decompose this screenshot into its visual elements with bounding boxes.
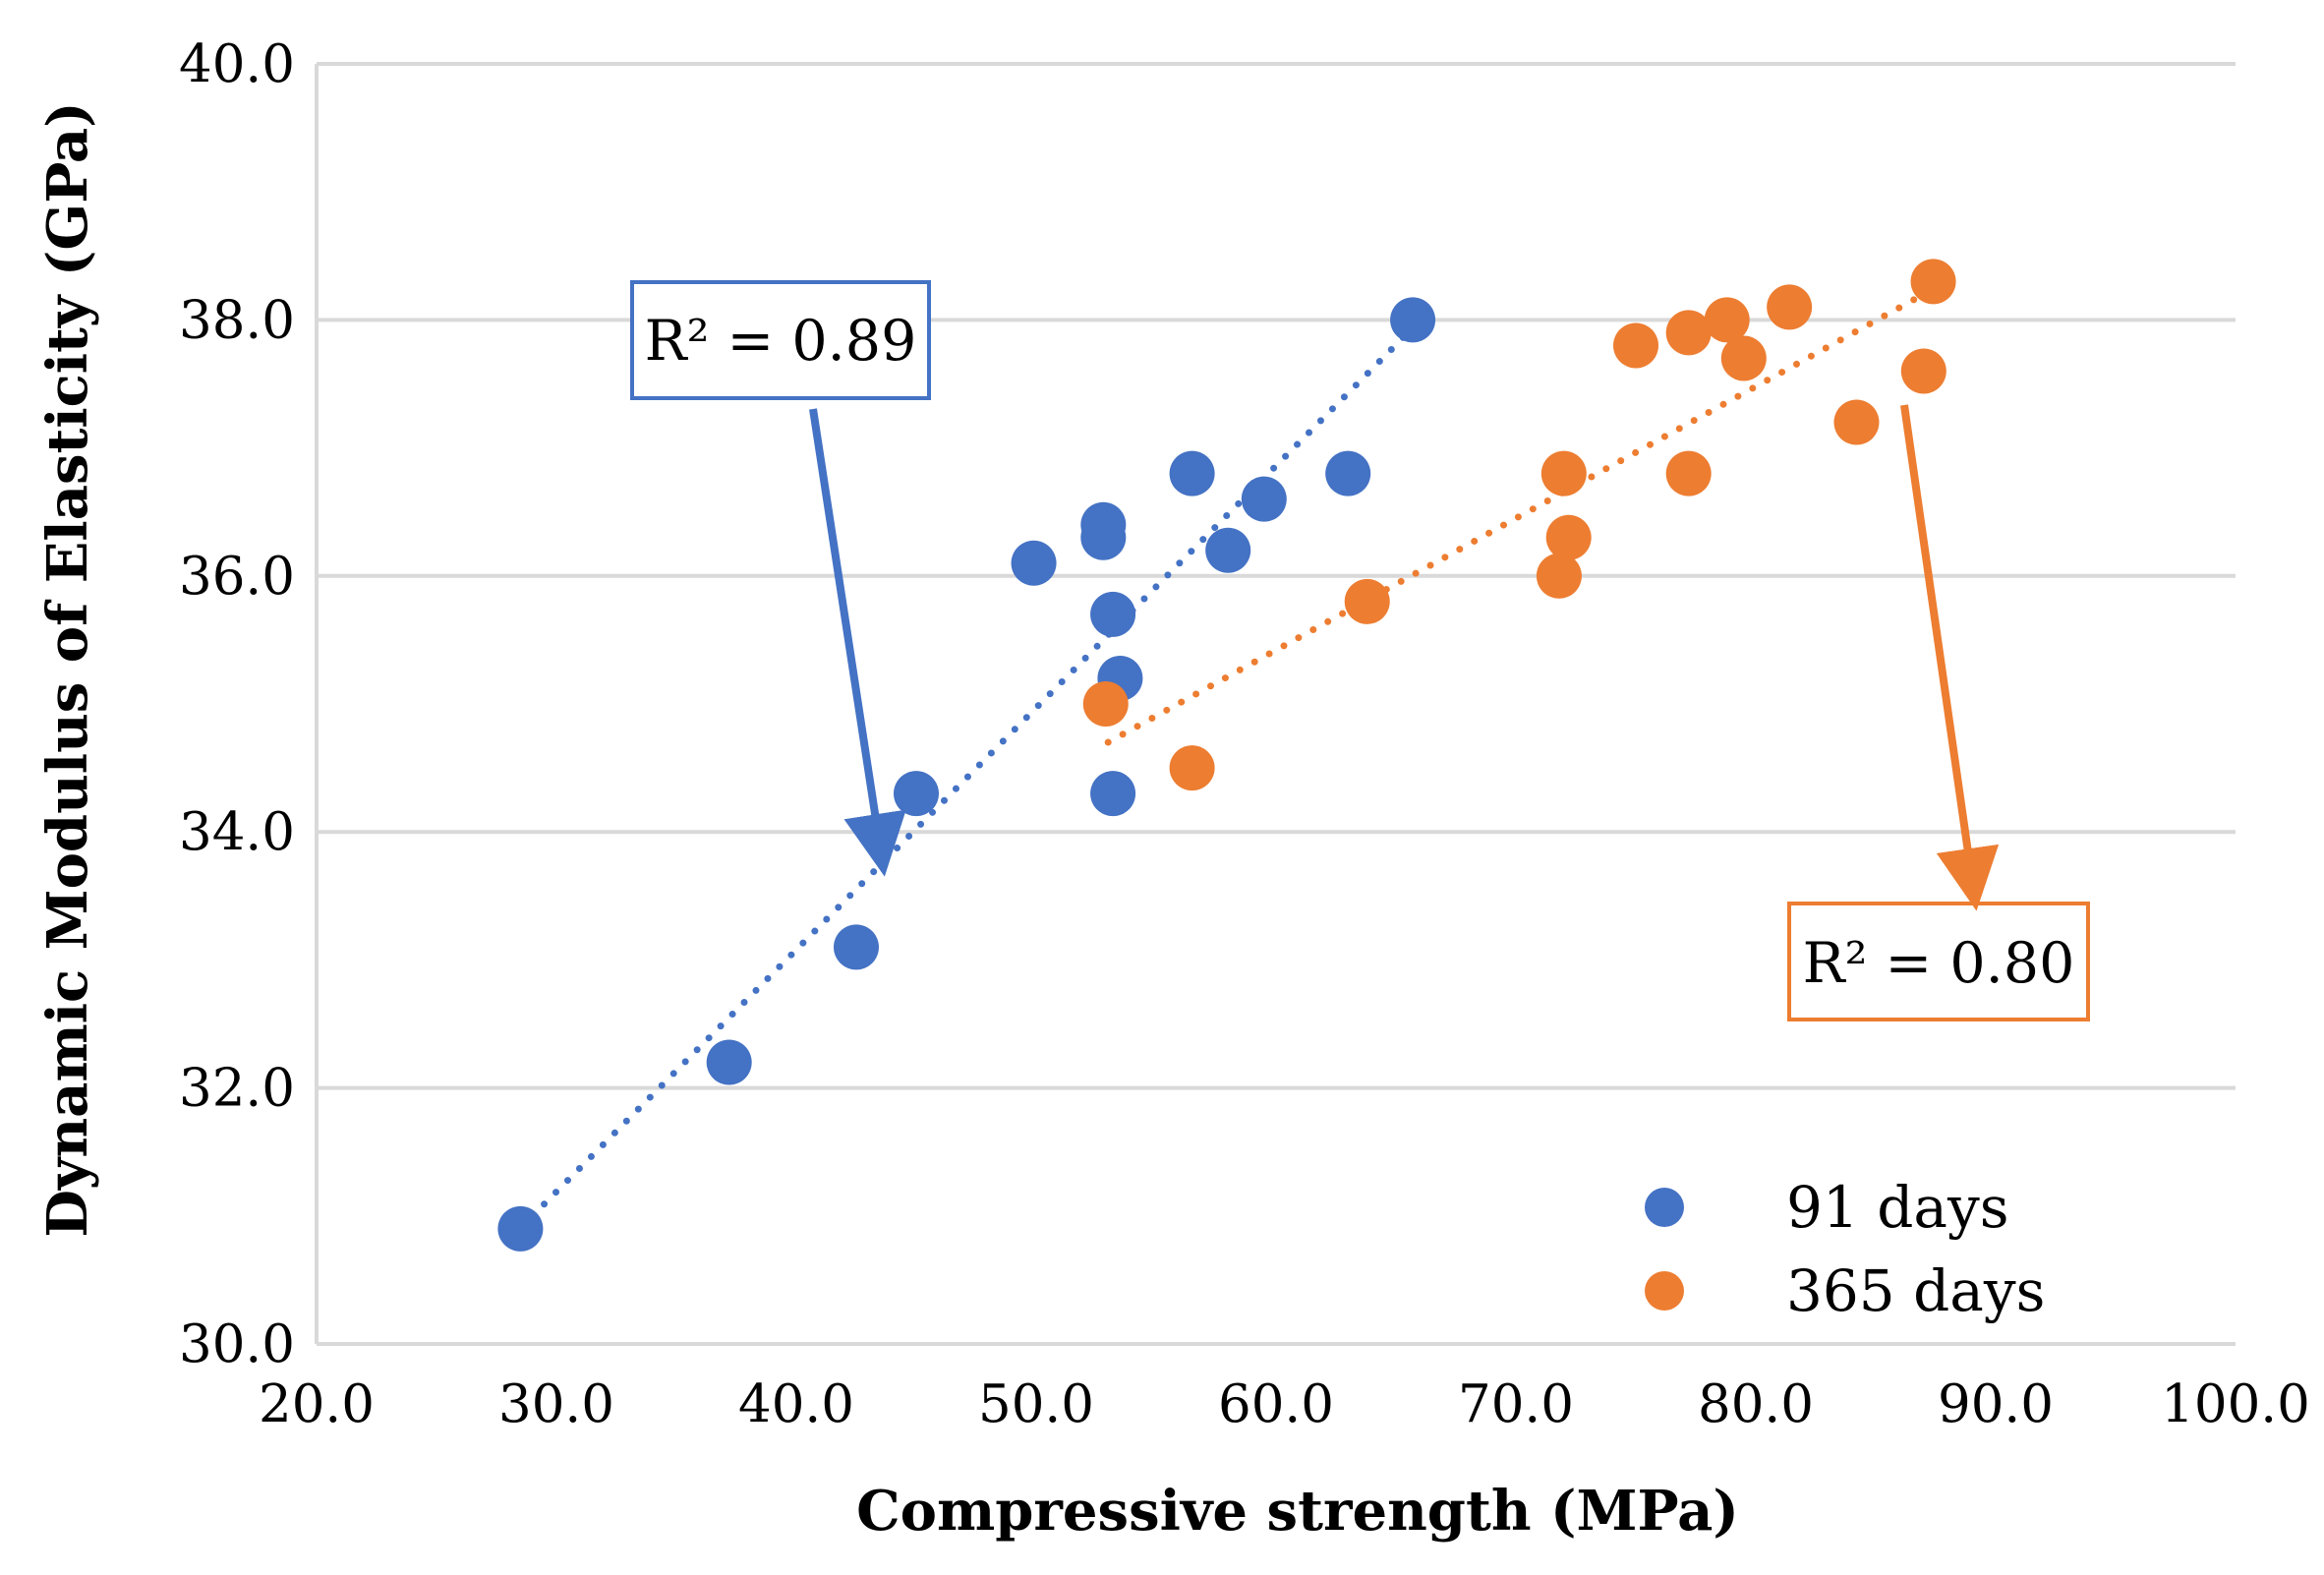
point-365-days	[1344, 578, 1390, 624]
point-365-days	[1833, 399, 1880, 445]
x-tick-label: 100.0	[2161, 1374, 2310, 1434]
r2-annotation-365-days: R² = 0.80	[1787, 404, 2090, 1021]
x-tick-label: 50.0	[978, 1374, 1094, 1434]
trendline-365-days	[1104, 290, 1928, 746]
point-365-days	[1082, 681, 1129, 727]
x-tick-label: 20.0	[259, 1374, 375, 1434]
point-365-days	[1665, 450, 1712, 496]
point-91-days	[1011, 540, 1057, 586]
y-tick-label: 38.0	[179, 290, 295, 350]
point-365-days	[1665, 310, 1712, 356]
r2-arrow-91-days	[809, 408, 906, 877]
r2-box-365-days	[1787, 902, 2090, 1021]
point-365-days	[1704, 297, 1750, 343]
y-tick-label: 32.0	[179, 1059, 295, 1119]
x-axis-title: Compressive strength (MPa)	[856, 1479, 1739, 1544]
data-points	[497, 259, 1956, 1252]
x-tick-label: 90.0	[1938, 1374, 2054, 1434]
x-tick-labels: 20.0 30.0 40.0 50.0 60.0 70.0 80.0 90.0 100.0	[259, 1374, 2310, 1434]
point-91-days	[1090, 591, 1136, 637]
y-axis-title: Dynamic Modulus of Elasticity (GPa)	[35, 101, 100, 1237]
point-91-days	[1325, 450, 1371, 496]
point-365-days	[1910, 259, 1956, 305]
point-365-days	[1540, 450, 1587, 496]
r2-label-365-days: R² = 0.80	[1803, 931, 2075, 996]
point-91-days	[1390, 297, 1436, 343]
y-tick-label: 34.0	[179, 802, 295, 862]
r2-label-91-days: R² = 0.89	[645, 309, 917, 374]
r2-box-91-days	[630, 280, 931, 400]
y-tick-label: 40.0	[179, 34, 295, 94]
x-tick-label: 30.0	[498, 1374, 614, 1434]
legend: 91 days 365 days	[1645, 1174, 2045, 1324]
point-365-days	[1900, 348, 1946, 394]
x-tick-label: 60.0	[1218, 1374, 1334, 1434]
legend-marker-91-days	[1645, 1188, 1684, 1227]
r2-arrow-365-days	[1900, 404, 2000, 911]
point-365-days	[1720, 335, 1767, 381]
point-91-days	[834, 924, 879, 970]
point-91-days	[1205, 527, 1251, 573]
x-tick-label: 40.0	[738, 1374, 854, 1434]
y-tick-labels: 30.0 32.0 34.0 36.0 38.0 40.0	[179, 34, 295, 1374]
point-91-days	[1169, 450, 1215, 496]
point-365-days	[1545, 514, 1592, 560]
point-365-days	[1169, 745, 1215, 791]
point-365-days	[1767, 284, 1813, 330]
x-tick-label: 80.0	[1698, 1374, 1814, 1434]
x-tick-label: 70.0	[1458, 1374, 1574, 1434]
point-91-days	[1241, 476, 1287, 522]
point-91-days	[894, 771, 939, 817]
point-91-days	[706, 1039, 752, 1085]
point-91-days	[497, 1205, 544, 1252]
legend-label-91-days: 91 days	[1786, 1174, 2008, 1241]
point-365-days	[1613, 322, 1658, 369]
legend-marker-365-days	[1645, 1271, 1684, 1311]
legend-label-365-days: 365 days	[1786, 1257, 2045, 1324]
y-tick-label: 36.0	[179, 547, 295, 607]
trendline-91-days	[529, 328, 1412, 1220]
point-91-days	[1080, 514, 1127, 560]
point-91-days	[1090, 771, 1136, 817]
r2-annotation-91-days: R² = 0.89	[630, 280, 931, 877]
y-tick-label: 30.0	[179, 1314, 295, 1374]
point-365-days	[1536, 553, 1582, 599]
